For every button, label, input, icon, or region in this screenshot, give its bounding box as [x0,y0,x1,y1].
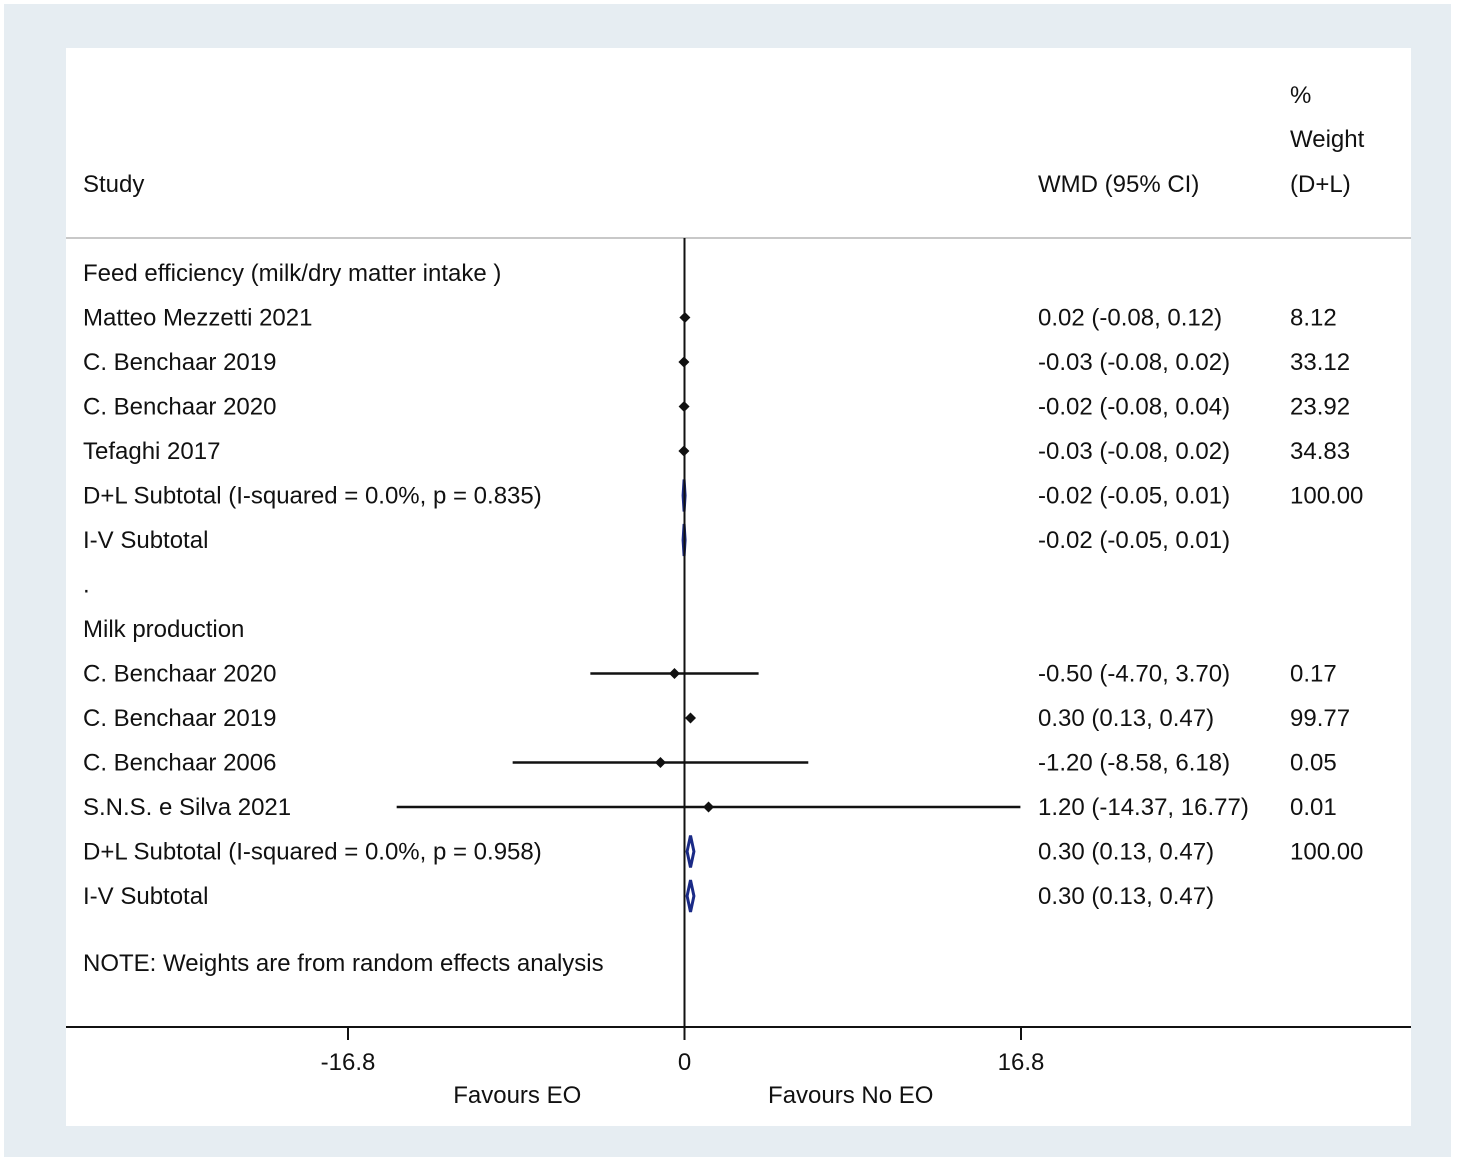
row-label: I-V Subtotal [83,883,208,910]
row-label: Feed efficiency (milk/dry matter intake … [83,260,501,287]
forest-plot: Study WMD (95% CI) % Weight (D+L) Feed e… [66,82,1411,1109]
row-study: C. Benchaar 2020 -0.02 (-0.08, 0.04) 23.92 [83,394,1350,421]
header-weight-line2: Weight [1290,126,1365,153]
row-study: C. Benchaar 2019 0.30 (0.13, 0.47) 99.77 [83,705,1350,732]
row-group: Milk production [83,616,244,643]
row-study: C. Benchaar 2019 -0.03 (-0.08, 0.02) 33.12 [83,349,1350,376]
point-estimate-marker [654,757,666,768]
effect-ci-text: 1.20 (-14.37, 16.77) [1038,794,1249,821]
row-label: Matteo Mezzetti 2021 [83,305,312,332]
row-study: S.N.S. e Silva 2021 1.20 (-14.37, 16.77) 0… [83,794,1337,821]
weight-text: 100.00 [1290,839,1363,866]
row-label: C. Benchaar 2020 [83,394,276,421]
effect-ci-text: -0.02 (-0.05, 0.01) [1038,483,1230,510]
weight-text: 99.77 [1290,705,1350,732]
rows-layer: Feed efficiency (milk/dry matter intake … [83,260,1363,977]
row-label: D+L Subtotal (I-squared = 0.0%, p = 0.95… [83,839,542,866]
effect-ci-text: -0.02 (-0.05, 0.01) [1038,527,1230,554]
figure-frame: Study WMD (95% CI) % Weight (D+L) Feed e… [4,4,1451,1157]
row-subtotal: D+L Subtotal (I-squared = 0.0%, p = 0.83… [83,479,1363,512]
row-group: Feed efficiency (milk/dry matter intake … [83,260,501,287]
point-estimate-marker [668,668,680,679]
header-weight-line3: (D+L) [1290,171,1351,198]
x-tick-label: 16.8 [998,1049,1045,1076]
weight-text: 33.12 [1290,349,1350,376]
weight-text: 8.12 [1290,305,1337,332]
row-spacer: . [83,572,90,599]
row-study: C. Benchaar 2020 -0.50 (-4.70, 3.70) 0.17 [83,661,1337,688]
effect-ci-text: -0.03 (-0.08, 0.02) [1038,438,1230,465]
effect-ci-text: -0.02 (-0.08, 0.04) [1038,394,1230,421]
row-study: Matteo Mezzetti 2021 0.02 (-0.08, 0.12) 8.… [83,305,1337,332]
row-note: NOTE: Weights are from random effects an… [83,950,604,977]
favours-left-label: Favours EO [453,1082,581,1109]
pooled-diamond [685,835,696,868]
effect-ci-text: 0.30 (0.13, 0.47) [1038,839,1214,866]
effect-ci-text: 0.02 (-0.08, 0.12) [1038,305,1222,332]
x-tick-label: 0 [678,1049,691,1076]
favours-right-label: Favours No EO [768,1082,933,1109]
row-label: I-V Subtotal [83,527,208,554]
point-estimate-marker [703,801,715,813]
row-label: NOTE: Weights are from random effects an… [83,950,604,977]
weight-text: 0.17 [1290,661,1337,688]
weight-text: 0.05 [1290,750,1337,777]
row-label: Tefaghi 2017 [83,438,220,465]
x-axis: -16.8 0 16.8 [321,1027,1045,1076]
effect-ci-text: -0.50 (-4.70, 3.70) [1038,661,1230,688]
effect-ci-text: 0.30 (0.13, 0.47) [1038,705,1214,732]
weight-text: 23.92 [1290,394,1350,421]
header-effect: WMD (95% CI) [1038,171,1199,198]
effect-ci-text: -0.03 (-0.08, 0.02) [1038,349,1230,376]
plot-area: Study WMD (95% CI) % Weight (D+L) Feed e… [66,48,1411,1126]
point-estimate-marker [685,712,697,724]
weight-text: 34.83 [1290,438,1350,465]
row-subtotal: I-V Subtotal 0.30 (0.13, 0.47) [83,879,1214,913]
row-label: Milk production [83,616,244,643]
x-tick-label: -16.8 [321,1049,376,1076]
row-label: S.N.S. e Silva 2021 [83,794,291,821]
row-label: . [83,572,90,599]
effect-ci-text: 0.30 (0.13, 0.47) [1038,883,1214,910]
row-study: Tefaghi 2017 -0.03 (-0.08, 0.02) 34.83 [83,438,1350,465]
header-study: Study [83,171,144,198]
row-subtotal: I-V Subtotal -0.02 (-0.05, 0.01) [83,523,1230,557]
row-label: D+L Subtotal (I-squared = 0.0%, p = 0.83… [83,483,542,510]
effect-ci-text: -1.20 (-8.58, 6.18) [1038,750,1230,777]
row-label: C. Benchaar 2019 [83,705,276,732]
row-subtotal: D+L Subtotal (I-squared = 0.0%, p = 0.95… [83,835,1363,868]
row-label: C. Benchaar 2006 [83,750,276,777]
weight-text: 0.01 [1290,794,1337,821]
header-weight-line1: % [1290,82,1311,109]
row-label: C. Benchaar 2019 [83,349,276,376]
weight-text: 100.00 [1290,483,1363,510]
row-label: C. Benchaar 2020 [83,661,276,688]
row-study: C. Benchaar 2006 -1.20 (-8.58, 6.18) 0.05 [83,750,1337,777]
pooled-diamond [685,879,696,913]
